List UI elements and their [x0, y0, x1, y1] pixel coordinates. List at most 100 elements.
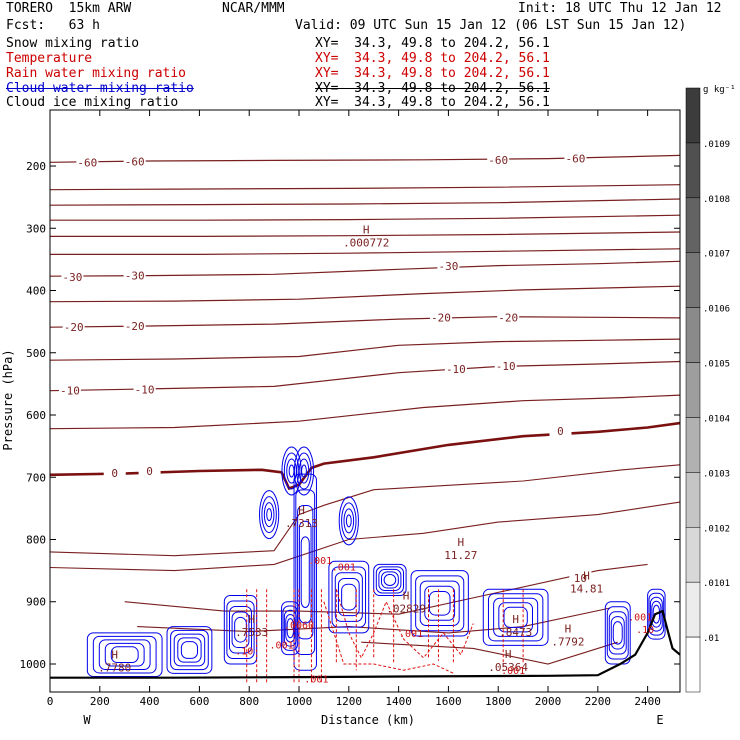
- temperature-contour-label: 0: [146, 465, 153, 478]
- maximum-marker: H: [111, 649, 118, 662]
- cloud-water-contour: [503, 606, 528, 628]
- cloud-water-contour: [410, 570, 469, 637]
- colorbar-cell: [685, 362, 701, 418]
- isotherm-line: [49, 198, 681, 206]
- isotherm-line-lower: [361, 641, 618, 665]
- y-tick-label: 700: [26, 471, 46, 484]
- cloud-water-contour: [487, 593, 544, 642]
- cloud-water-contour: [173, 633, 206, 667]
- colorbar-label: .0106: [703, 305, 730, 315]
- colorbar-label: .0105: [703, 360, 730, 370]
- cloud-water-contour: [298, 520, 312, 624]
- plot-frame: [49, 109, 681, 693]
- x-tick-label: 1800: [485, 695, 512, 708]
- maximum-value-label: .7533: [235, 626, 268, 639]
- temperature-contour-label: -60: [77, 156, 97, 169]
- temperature-contour-label: -60: [488, 154, 508, 167]
- maximum-marker: H: [512, 613, 519, 626]
- legend-xy-snow: XY= 34.3, 49.8 to 204.2, 56.1: [315, 36, 550, 51]
- cloud-water-contour: [331, 566, 367, 628]
- isotherm-line: [49, 260, 681, 277]
- temperature-contour-label: 0: [557, 425, 564, 438]
- center-title: NCAR/MMM: [222, 1, 285, 16]
- contour-label-bg: [123, 268, 146, 282]
- isotherm-line-lower: [49, 501, 681, 572]
- x-tick-label: 600: [189, 695, 209, 708]
- colorbar-cell: [685, 197, 701, 253]
- cloud-water-contour: [92, 635, 157, 674]
- contour-label-bg: [123, 154, 146, 168]
- maximum-marker: H: [298, 504, 305, 517]
- contour-value-label: .001: [628, 612, 652, 623]
- maximum-value-label: .05364: [488, 661, 528, 674]
- cloud-water-contour: [231, 611, 250, 649]
- temperature-contour-label: -20: [64, 321, 84, 334]
- contour-label-bg: [494, 358, 517, 372]
- cloud-water-contour: [104, 642, 145, 667]
- cloud-water-contour: [297, 505, 314, 640]
- colorbar-label: .0108: [703, 195, 730, 205]
- maximum-marker: H: [403, 589, 410, 602]
- cloud-water-cell: [259, 490, 280, 540]
- contour-value-label: .001: [501, 666, 525, 677]
- colorbar-cell: [685, 417, 701, 473]
- colorbar-unit: g kg⁻¹: [703, 85, 736, 95]
- y-tick-label: 200: [26, 160, 46, 173]
- model-title: TORERO 15km ARW: [6, 1, 132, 16]
- colorbar-cell: [685, 581, 701, 638]
- temperature-contour-label: -10: [60, 385, 80, 398]
- contour-value-label: .001: [332, 563, 356, 574]
- cloud-water-cell: [301, 464, 307, 478]
- cloud-water-cell: [345, 514, 352, 528]
- cloud-water-contour: [170, 629, 209, 671]
- temperature-contour-label: -20: [431, 311, 451, 324]
- legend-xy-rain: XY= 34.3, 49.8 to 204.2, 56.1: [315, 66, 550, 81]
- cloud-water-contour: [166, 626, 213, 674]
- maximum-value-label: .7780: [98, 662, 131, 675]
- temperature-contour-label: -60: [565, 153, 585, 166]
- maximum-value-label: .7313: [285, 517, 318, 530]
- y-tick-label: 900: [26, 596, 46, 609]
- cloud-water-contour: [606, 606, 629, 660]
- y-tick-label: 500: [26, 347, 46, 360]
- forecast-hour: Fcst: 63 h: [6, 18, 100, 33]
- x-tick-label: 2000: [535, 695, 562, 708]
- x-tick-label: 0: [47, 695, 54, 708]
- x-axis-title: Distance (km): [321, 713, 415, 727]
- x-tick-label: 200: [90, 695, 110, 708]
- contour-value-label: .10: [636, 625, 654, 636]
- temperature-contour-label: -30: [438, 260, 458, 273]
- cloud-water-contour: [493, 597, 539, 637]
- cloud-water-cell: [266, 508, 273, 522]
- cloud-water-contour: [380, 571, 399, 589]
- cloud-water-cell: [296, 452, 312, 490]
- contour-value-label: .001: [308, 556, 332, 567]
- cloud-water-contour: [612, 621, 623, 645]
- colorbar-cell: [685, 636, 701, 693]
- cloud-water-contour: [285, 613, 296, 643]
- maximum-marker: H: [583, 570, 590, 583]
- maximum-marker: H: [458, 536, 465, 549]
- maximum-value-label: .000772: [343, 236, 389, 249]
- legend-label-rain: Rain water mixing ratio: [6, 66, 187, 81]
- legend-label-snow: Snow mixing ratio: [6, 36, 140, 51]
- cloud-water-contour: [282, 605, 299, 651]
- contour-label-bg: [569, 571, 592, 585]
- legend-xy-temperature: XY= 34.3, 49.8 to 204.2, 56.1: [315, 51, 550, 66]
- y-tick-label: 400: [26, 285, 46, 298]
- temperature-contour-label: 10: [574, 572, 587, 585]
- x-tick-label: 2200: [585, 695, 612, 708]
- cloud-water-contour: [295, 489, 316, 656]
- valid-time: Valid: 09 UTC Sun 15 Jan 12 (06 LST Sun …: [295, 18, 687, 33]
- contour-label-bg: [487, 152, 510, 166]
- colorbar-cell: [685, 87, 701, 144]
- isotherm-line: [50, 248, 681, 255]
- cloud-water-contour: [98, 639, 151, 670]
- contour-label-bg: [429, 310, 452, 324]
- cloud-water-contour: [177, 637, 202, 663]
- colorbar-label: .0107: [703, 250, 730, 260]
- colorbar-label: .0109: [703, 140, 730, 150]
- cloud-water-contour: [341, 583, 357, 611]
- maximum-marker: H: [363, 223, 370, 236]
